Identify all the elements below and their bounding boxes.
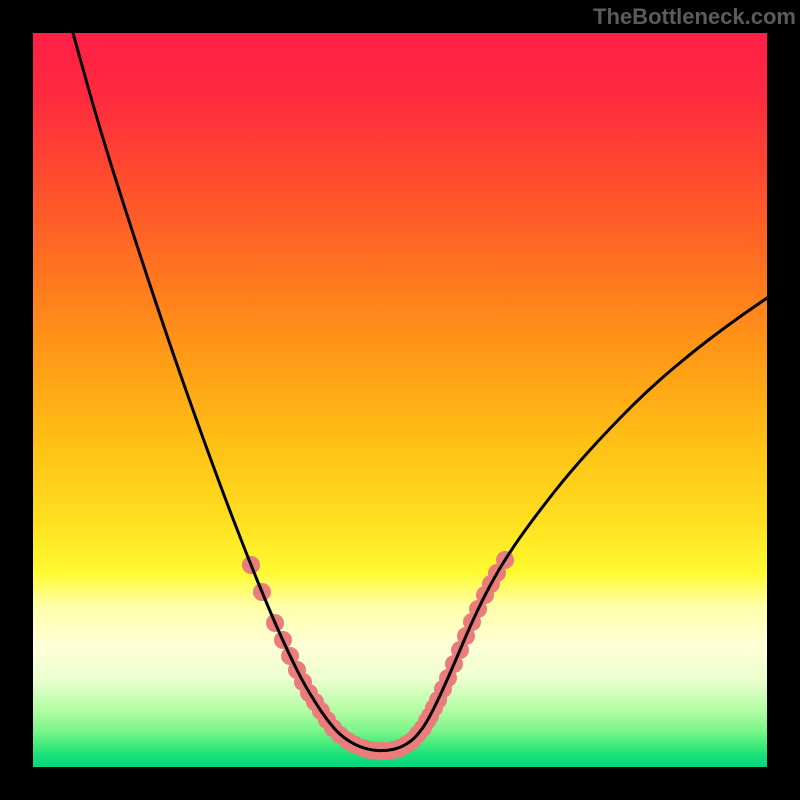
gradient-panel (33, 33, 767, 767)
bottleneck-chart (0, 0, 800, 800)
watermark-text: TheBottleneck.com (593, 4, 796, 30)
